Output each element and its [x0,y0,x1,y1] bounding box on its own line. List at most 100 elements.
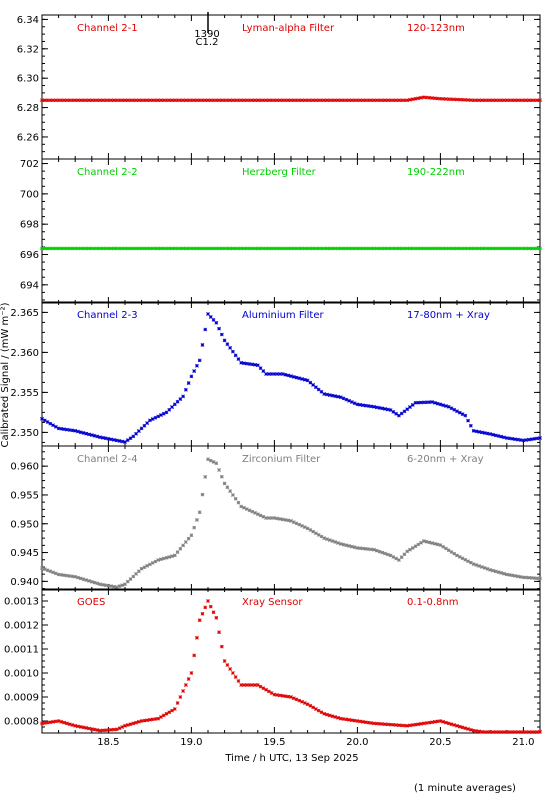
data-point [253,510,257,515]
panel-frame [41,301,541,447]
data-point [410,97,415,102]
data-point [159,557,163,562]
data-point [319,98,324,103]
data-point [170,98,174,103]
filter-label: Herzberg Filter [242,167,317,178]
data-point [394,723,399,727]
data-point [142,98,147,103]
data-point [352,718,357,723]
data-point [170,708,174,713]
data-point [383,551,387,556]
data-point [231,493,235,497]
data-point [81,431,86,435]
data-point [236,679,241,683]
data-point [289,246,293,251]
data-point [485,246,490,251]
data-point [308,380,313,385]
data-point [214,246,219,251]
data-point [457,554,462,559]
data-point [397,723,401,728]
data-point [261,246,266,251]
data-point [355,546,360,550]
data-point [308,246,313,251]
y-tick-label: 2.360 [10,348,39,359]
data-point [153,717,158,721]
data-point [477,729,482,734]
data-point [112,246,116,251]
data-point [363,720,368,725]
data-point [70,428,75,433]
data-point [114,438,119,443]
data-point [278,693,282,698]
data-point [167,98,172,103]
data-point [496,730,501,734]
data-point [504,246,509,251]
data-point [219,246,224,251]
data-point [269,691,274,695]
y-axis-label: Calibrated Signal / (mW m⁻²) [0,302,11,447]
data-point [65,427,69,432]
data-point [424,721,429,725]
data-point [291,98,296,103]
data-point [380,246,385,251]
data-point [460,556,465,561]
data-point [186,246,191,251]
data-point [518,98,523,103]
data-point [134,571,138,576]
data-point [131,721,136,726]
data-point [482,431,487,435]
data-point [156,716,161,721]
data-point [468,98,473,102]
data-point [76,724,80,729]
data-point [170,405,174,409]
data-point [491,432,495,437]
data-point [125,246,130,251]
data-point [269,246,274,251]
data-point [217,98,221,103]
data-point [123,440,127,444]
data-point [432,96,437,101]
data-point [217,630,221,635]
data-point [397,246,401,251]
data-point [352,545,357,550]
data-point [419,400,423,405]
data-point [385,246,390,251]
data-point [206,457,210,462]
data-point [98,246,102,251]
data-point [311,246,316,251]
data-point [225,246,230,251]
data-point [211,98,216,103]
data-point [156,414,161,419]
data-point [98,98,102,103]
data-point [297,98,302,103]
data-point [236,357,241,361]
data-point [164,555,169,560]
data-point [73,723,78,728]
data-point [200,492,205,497]
data-point [488,246,493,251]
data-point [51,423,55,428]
data-point [120,725,125,729]
data-point [430,541,434,545]
data-point [471,246,476,251]
data-point [532,436,537,441]
data-point [474,429,479,434]
data-point [510,573,515,578]
data-point [333,540,338,544]
data-point [123,723,127,728]
data-point [153,415,158,420]
data-point [532,246,537,251]
data-point [128,98,133,103]
data-point [513,437,517,442]
data-point [95,98,100,103]
data-point [482,566,487,570]
data-point [416,722,421,727]
data-point [59,426,64,431]
data-point [225,485,230,490]
data-point [264,516,268,520]
data-point [488,567,493,572]
data-point [70,98,75,103]
data-point [200,98,205,103]
data-point [485,566,490,571]
data-series [40,246,542,251]
